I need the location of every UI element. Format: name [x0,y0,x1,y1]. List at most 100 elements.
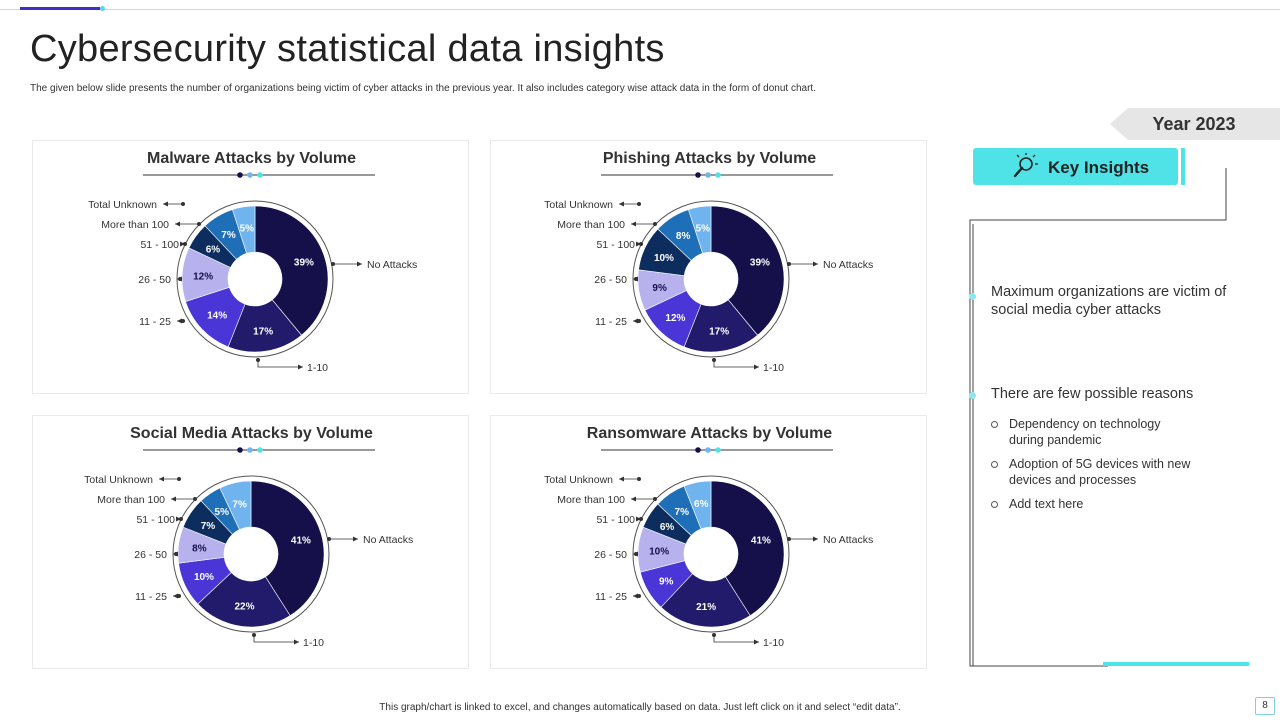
title-dot [247,172,253,178]
malware-chart-panel: Malware Attacks by Volume 39% 17% 14% 12% 6%… [32,140,469,394]
title-dot [237,172,243,178]
leader-arrow [813,261,818,267]
reason-item: Dependency on technology during pandemic [1009,417,1161,447]
leader-dot [787,262,791,266]
footer-note: This graph/chart is linked to excel, and… [379,702,901,713]
leader-arrow [357,261,362,267]
slice-data-label: 14% [207,311,227,322]
slice-data-label: 7% [675,507,690,518]
donut-slice[interactable] [232,205,256,254]
donut-slice[interactable] [197,572,291,628]
category-label: 51 - 100 [136,514,175,526]
leader-arrow [173,551,178,557]
leader-dot [197,222,201,226]
bullet-circle [991,421,998,428]
leader-line [257,360,303,368]
leader-dot [787,537,791,541]
title-dot [705,172,711,178]
leader-arrow [177,318,182,324]
leader-line [713,635,759,643]
category-label: 11 - 25 [135,591,167,603]
leader-arrow [633,551,638,557]
donut-slice[interactable] [219,480,252,530]
category-label: No Attacks [823,534,873,546]
timeline-node [969,293,976,300]
leader-dot [331,262,335,266]
slice-data-label: 10% [194,572,214,583]
leader-arrow [353,536,358,542]
leader-line [713,360,759,368]
slice-data-label: 7% [201,521,216,532]
key-insights-button[interactable] [973,148,1178,185]
slide-title: Cybersecurity statistical data insights [30,28,665,70]
page-number: 8 [1255,697,1275,715]
title-dot [247,447,253,453]
year-tab [1110,108,1280,140]
leader-arrow [633,276,638,282]
category-label: 26 - 50 [134,549,167,561]
leader-arrow [631,221,636,227]
leader-arrow [619,476,624,482]
reason-item: Adoption of 5G devices with new devices … [1009,457,1191,487]
slice-data-label: 10% [649,547,669,558]
slice-data-label: 17% [253,326,273,337]
title-dot [257,447,263,453]
leader-arrow [176,516,181,522]
donut-slice[interactable] [710,480,785,617]
category-label: No Attacks [363,534,413,546]
category-label: 26 - 50 [594,274,627,286]
bullet-circle [991,461,998,468]
chart-title: Malware Attacks by Volume [147,150,356,167]
leader-arrow [294,639,299,645]
slice-data-label: 21% [696,602,716,613]
ransomware-chart-panel: Ransomware Attacks by Volume 41% 21% 9% 10%… [490,415,927,669]
leader-arrow [633,318,638,324]
chart-title: Social Media Attacks by Volume [130,425,373,442]
category-label: 26 - 50 [138,274,171,286]
category-label: No Attacks [823,259,873,271]
leader-arrow [619,201,624,207]
category-label: 11 - 25 [595,316,627,328]
donut-slice[interactable] [660,573,751,628]
bottom-accent-bar [1103,662,1249,666]
reason-item: Add text here [1009,497,1084,511]
leader-line [253,635,299,643]
year-label: Year 2023 [1152,114,1236,134]
category-label: 1-10 [307,362,328,374]
insights-frame [969,168,1227,667]
donut-slice[interactable] [710,205,785,336]
slice-data-label: 41% [291,535,311,546]
slice-data-label: 5% [215,507,230,518]
title-dot [705,447,711,453]
phishing-donut-chart: 39% 17% 12% 9% 10%8% 5% No Attacks 1-10 Total Un… [544,172,873,374]
slice-data-label: 9% [652,283,667,294]
leader-arrow [173,593,178,599]
donut-slice[interactable] [250,480,325,617]
leader-dot [181,202,185,206]
category-label: 1-10 [763,362,784,374]
leader-arrow [177,276,182,282]
donut-slice[interactable] [688,205,712,254]
category-label: Total Unknown [88,199,157,211]
leader-arrow [633,593,638,599]
key-insights-side-bar [1181,148,1185,185]
leader-arrow [754,364,759,370]
category-label: 1-10 [763,637,784,649]
title-dot [695,172,701,178]
donut-slice[interactable] [683,480,712,530]
leader-dot [193,497,197,501]
category-label: No Attacks [367,259,417,271]
title-dot [257,172,263,178]
top-accent-bar [20,7,100,10]
donut-slice[interactable] [254,205,329,336]
social-media-chart-panel: Social Media Attacks by Volume 41% 22% 10%… [32,415,469,669]
category-label: Total Unknown [544,199,613,211]
leader-arrow [636,516,641,522]
title-dot [715,447,721,453]
category-label: 11 - 25 [595,591,627,603]
category-label: 26 - 50 [594,549,627,561]
leader-arrow [813,536,818,542]
slice-data-label: 7% [232,499,247,510]
slice-data-label: 17% [709,326,729,337]
